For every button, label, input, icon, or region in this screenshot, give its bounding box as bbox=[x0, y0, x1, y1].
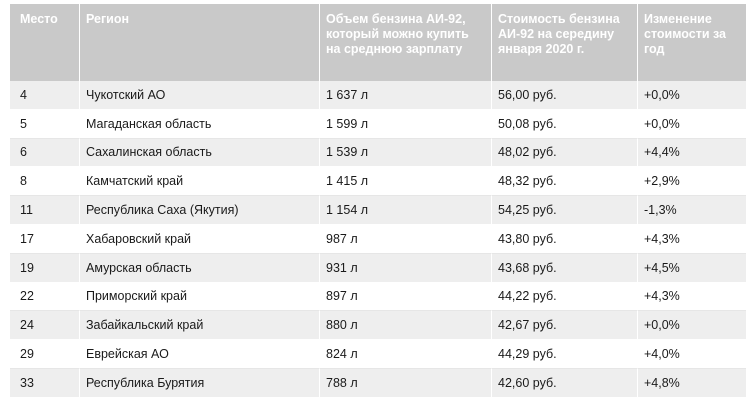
cell-volume: 880 л bbox=[320, 311, 492, 341]
cell-volume: 897 л bbox=[320, 282, 492, 312]
table-row: 8 Камчатский край 1 415 л 48,32 руб. +2,… bbox=[10, 167, 746, 197]
cell-change: +0,0% bbox=[638, 311, 746, 341]
cell-volume: 1 599 л bbox=[320, 109, 492, 139]
cell-volume: 1 154 л bbox=[320, 196, 492, 225]
fuel-table: Место Регион Объем бензина АИ-92, которы… bbox=[10, 4, 746, 398]
cell-region: Забайкальский край bbox=[80, 311, 320, 341]
cell-cost: 42,60 руб. bbox=[492, 368, 638, 398]
cell-place: 8 bbox=[10, 167, 80, 197]
cell-place: 33 bbox=[10, 368, 80, 398]
cell-place: 22 bbox=[10, 282, 80, 312]
table-row: 4 Чукотский АО 1 637 л 56,00 руб. +0,0% bbox=[10, 81, 746, 110]
table-row: 29 Еврейская АО 824 л 44,29 руб. +4,0% bbox=[10, 340, 746, 369]
cell-place: 24 bbox=[10, 311, 80, 341]
cell-region: Приморский край bbox=[80, 282, 320, 312]
cell-cost: 48,32 руб. bbox=[492, 167, 638, 197]
cell-change: +2,9% bbox=[638, 167, 746, 197]
table-header: Место Регион Объем бензина АИ-92, которы… bbox=[10, 4, 746, 81]
cell-change: +4,3% bbox=[638, 282, 746, 312]
cell-change: +4,8% bbox=[638, 368, 746, 398]
cell-place: 5 bbox=[10, 109, 80, 139]
cell-region: Республика Бурятия bbox=[80, 368, 320, 398]
cell-region: Еврейская АО bbox=[80, 340, 320, 369]
header-region: Регион bbox=[80, 4, 320, 81]
cell-cost: 44,29 руб. bbox=[492, 340, 638, 369]
table-row: 6 Сахалинская область 1 539 л 48,02 руб.… bbox=[10, 138, 746, 168]
cell-cost: 54,25 руб. bbox=[492, 196, 638, 225]
cell-cost: 43,80 руб. bbox=[492, 224, 638, 254]
table-container: Место Регион Объем бензина АИ-92, которы… bbox=[10, 4, 746, 408]
cell-cost: 48,02 руб. bbox=[492, 138, 638, 168]
cell-cost: 42,67 руб. bbox=[492, 311, 638, 341]
cell-change: +4,0% bbox=[638, 340, 746, 369]
cell-region: Чукотский АО bbox=[80, 81, 320, 110]
cell-place: 19 bbox=[10, 253, 80, 283]
cell-volume: 824 л bbox=[320, 340, 492, 369]
cell-cost: 56,00 руб. bbox=[492, 81, 638, 110]
cell-place: 11 bbox=[10, 196, 80, 225]
cell-volume: 1 415 л bbox=[320, 167, 492, 197]
header-row: Место Регион Объем бензина АИ-92, которы… bbox=[10, 4, 746, 81]
cell-region: Республика Саха (Якутия) bbox=[80, 196, 320, 225]
cell-volume: 788 л bbox=[320, 368, 492, 398]
cell-change: +0,0% bbox=[638, 81, 746, 110]
header-volume: Объем бензина АИ-92, который можно купит… bbox=[320, 4, 492, 81]
cell-region: Сахалинская область bbox=[80, 138, 320, 168]
cell-change: +4,3% bbox=[638, 224, 746, 254]
table-row: 22 Приморский край 897 л 44,22 руб. +4,3… bbox=[10, 282, 746, 312]
cell-place: 17 bbox=[10, 224, 80, 254]
table-row: 11 Республика Саха (Якутия) 1 154 л 54,2… bbox=[10, 196, 746, 225]
cell-volume: 987 л bbox=[320, 224, 492, 254]
cell-cost: 50,08 руб. bbox=[492, 109, 638, 139]
cell-volume: 1 539 л bbox=[320, 138, 492, 168]
cell-change: -1,3% bbox=[638, 196, 746, 225]
table-row: 24 Забайкальский край 880 л 42,67 руб. +… bbox=[10, 311, 746, 341]
table-body: 4 Чукотский АО 1 637 л 56,00 руб. +0,0% … bbox=[10, 81, 746, 398]
cell-volume: 1 637 л bbox=[320, 81, 492, 110]
header-place: Место bbox=[10, 4, 80, 81]
cell-cost: 43,68 руб. bbox=[492, 253, 638, 283]
cell-region: Магаданская область bbox=[80, 109, 320, 139]
cell-place: 6 bbox=[10, 138, 80, 168]
cell-place: 29 bbox=[10, 340, 80, 369]
cell-change: +4,4% bbox=[638, 138, 746, 168]
cell-volume: 931 л bbox=[320, 253, 492, 283]
cell-region: Амурская область bbox=[80, 253, 320, 283]
cell-region: Хабаровский край bbox=[80, 224, 320, 254]
table-row: 17 Хабаровский край 987 л 43,80 руб. +4,… bbox=[10, 224, 746, 254]
cell-place: 4 bbox=[10, 81, 80, 110]
table-row: 33 Республика Бурятия 788 л 42,60 руб. +… bbox=[10, 368, 746, 398]
cell-change: +4,5% bbox=[638, 253, 746, 283]
header-change: Изменение стоимости за год bbox=[638, 4, 746, 81]
table-row: 5 Магаданская область 1 599 л 50,08 руб.… bbox=[10, 109, 746, 139]
header-cost: Стоимость бензина АИ-92 на середину янва… bbox=[492, 4, 638, 81]
cell-change: +0,0% bbox=[638, 109, 746, 139]
cell-region: Камчатский край bbox=[80, 167, 320, 197]
table-row: 19 Амурская область 931 л 43,68 руб. +4,… bbox=[10, 253, 746, 283]
cell-cost: 44,22 руб. bbox=[492, 282, 638, 312]
